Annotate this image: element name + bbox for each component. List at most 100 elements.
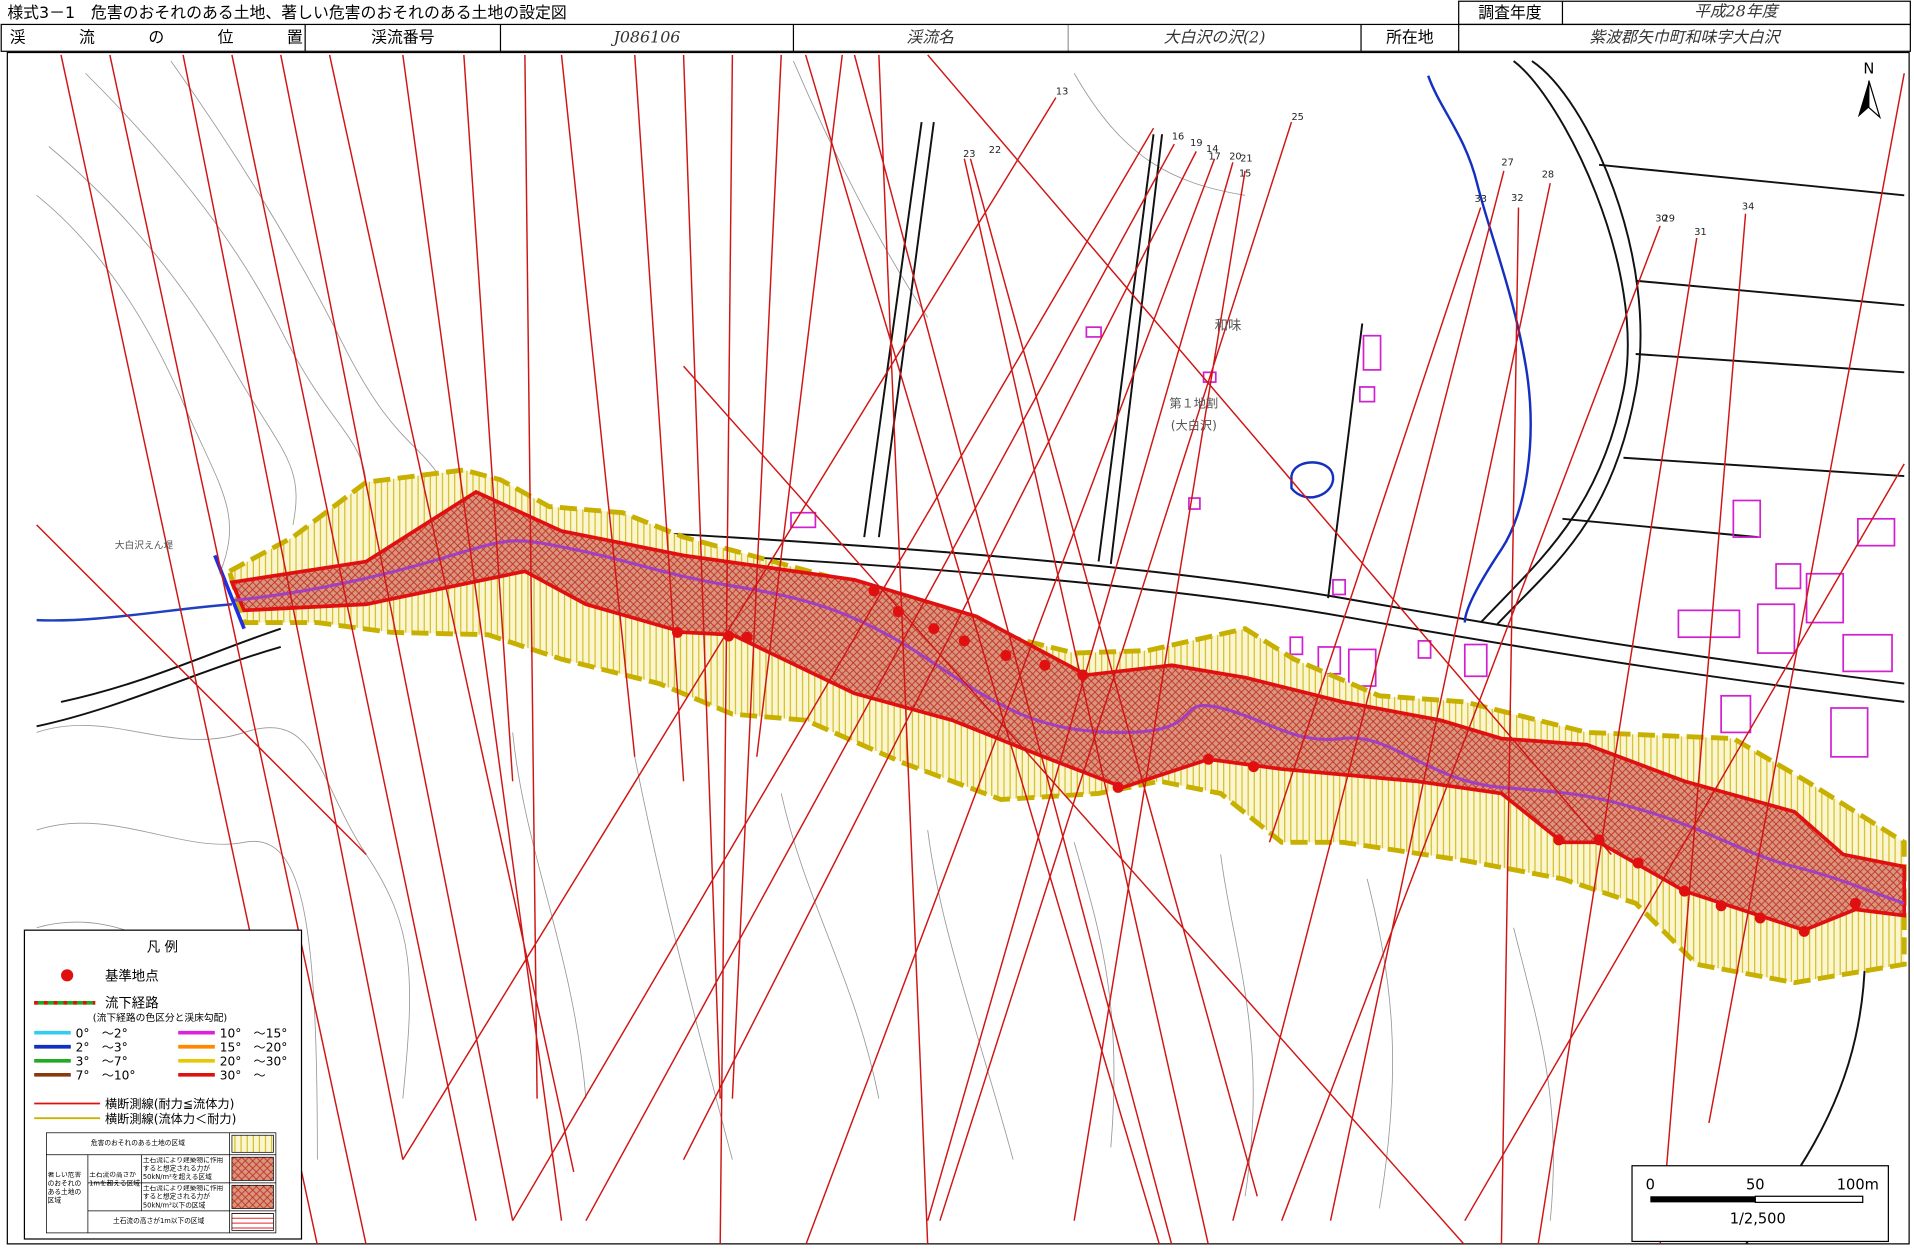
north-arrow: N [1857, 61, 1882, 120]
zone-height-over-text: 土石流の高さが1mを超える区域 [89, 1171, 141, 1188]
building [1756, 603, 1796, 654]
contour [1513, 927, 1554, 1221]
location-label: 渓 流 の 位 置 [10, 27, 303, 46]
building [1775, 563, 1802, 590]
title: 様式3－1 危害のおそれのある土地、著しい危害のおそれのある土地の設定図 [7, 3, 566, 22]
severe-zone [229, 489, 1907, 933]
reference-point [868, 585, 880, 597]
contour [36, 822, 318, 1160]
section-number: 32 [1511, 193, 1523, 204]
section-number: 33 [1475, 194, 1487, 205]
year-label: 調査年度 [1478, 3, 1542, 22]
contour [634, 756, 733, 1160]
reference-point [958, 635, 970, 647]
building [1085, 326, 1102, 338]
section-number: 15 [1239, 168, 1251, 179]
reference-point [1202, 753, 1214, 765]
reference-point [741, 631, 753, 643]
legend-zone-table [231, 1134, 274, 1153]
slope-label: 10° ～15° [220, 1026, 288, 1040]
road [1635, 279, 1905, 307]
road [36, 646, 282, 728]
building [1720, 694, 1752, 734]
river [36, 75, 1532, 623]
zone-force-over: 土石流により建築物に作用すると想定される力が50kN/m²を超える区域 [143, 1157, 223, 1181]
zone-force-under: 土石流により建築物に作用すると想定される力が50kN/m²以下の区域 [143, 1185, 223, 1209]
section-number: 34 [1742, 201, 1754, 212]
scale-tick: 50 [1746, 1176, 1765, 1193]
building [1332, 578, 1347, 596]
building [1842, 633, 1893, 673]
section-number: 29 [1663, 214, 1675, 225]
building [1677, 609, 1741, 639]
flow-path [231, 539, 1905, 905]
section-number: 30 [1655, 214, 1667, 225]
road [60, 627, 282, 703]
section-line [36, 54, 1905, 1244]
contour [1073, 842, 1115, 1148]
road [863, 121, 923, 538]
scale-bar: 0 50 100m 1/2,500 [1631, 1165, 1889, 1243]
building [1856, 517, 1896, 547]
reference-point [723, 630, 735, 642]
section-number: 25 [1291, 112, 1303, 123]
reference-point [671, 626, 683, 638]
road [1562, 517, 1758, 539]
reference-point [1593, 834, 1605, 846]
address: 紫波郡矢巾町和味字大白沢 [1589, 27, 1781, 46]
road [1097, 134, 1155, 562]
north-label: N [1863, 61, 1874, 78]
reference-point [671, 585, 1861, 937]
legend-yellow-label: 横断測線(流体力＜耐力) [105, 1111, 236, 1126]
reference-point [1553, 834, 1565, 846]
contour [170, 60, 440, 477]
legend-zone-table [231, 1156, 274, 1181]
dam-label: 大白沢えん堤 [115, 539, 174, 552]
reference-point [1632, 857, 1644, 869]
legend-point [61, 969, 74, 982]
river [1290, 461, 1335, 499]
section-number: 27 [1501, 157, 1513, 168]
contour [48, 146, 297, 525]
legend-title: 凡 例 [147, 939, 178, 955]
section-number: 22 [989, 145, 1001, 156]
road [1623, 456, 1905, 478]
building [790, 511, 817, 529]
legend: 凡 例 基準地点 流下経路 (流下経路の色区分と渓床勾配) 0° ～2°2° ～… [23, 929, 303, 1240]
section-number: 17 [1208, 151, 1220, 162]
road [1495, 60, 1642, 626]
scale-bar [1754, 1195, 1864, 1203]
header [0, 0, 1911, 52]
road [1109, 134, 1164, 565]
legend-flow-swatch [34, 1000, 96, 1005]
road [512, 523, 1905, 685]
section-number: 21 [1240, 154, 1252, 165]
legend-zone-table [231, 1212, 274, 1231]
road [1479, 60, 1629, 624]
road [1635, 353, 1905, 374]
reference-point [1849, 897, 1861, 909]
building [1417, 640, 1432, 659]
legend-red-label: 横断測線(耐力≦流体力) [105, 1096, 234, 1111]
reference-point [928, 623, 940, 635]
slope-label: 3° ～7° [76, 1054, 128, 1068]
stream-name: 大白沢の沢(2) [1164, 27, 1266, 46]
reference-point [1112, 781, 1124, 793]
district-sub-label: (大白沢) [1171, 418, 1217, 433]
reference-point [1679, 885, 1691, 897]
reference-point [1000, 650, 1012, 662]
zone-severe: 著しい危害のおそれのある土地の区域 [48, 1172, 82, 1205]
place-label: 和味 [1215, 318, 1242, 334]
contour [512, 732, 587, 1099]
slope-label: 20° ～30° [220, 1054, 288, 1068]
contour [793, 60, 929, 318]
stream-no: J086106 [610, 27, 680, 46]
legend-zone-table [46, 1132, 277, 1234]
slope-label: 7° ～10° [76, 1069, 136, 1083]
building [1362, 334, 1382, 371]
contour [780, 793, 880, 1099]
road [1598, 163, 1905, 197]
section-number: 19 [1190, 138, 1202, 149]
